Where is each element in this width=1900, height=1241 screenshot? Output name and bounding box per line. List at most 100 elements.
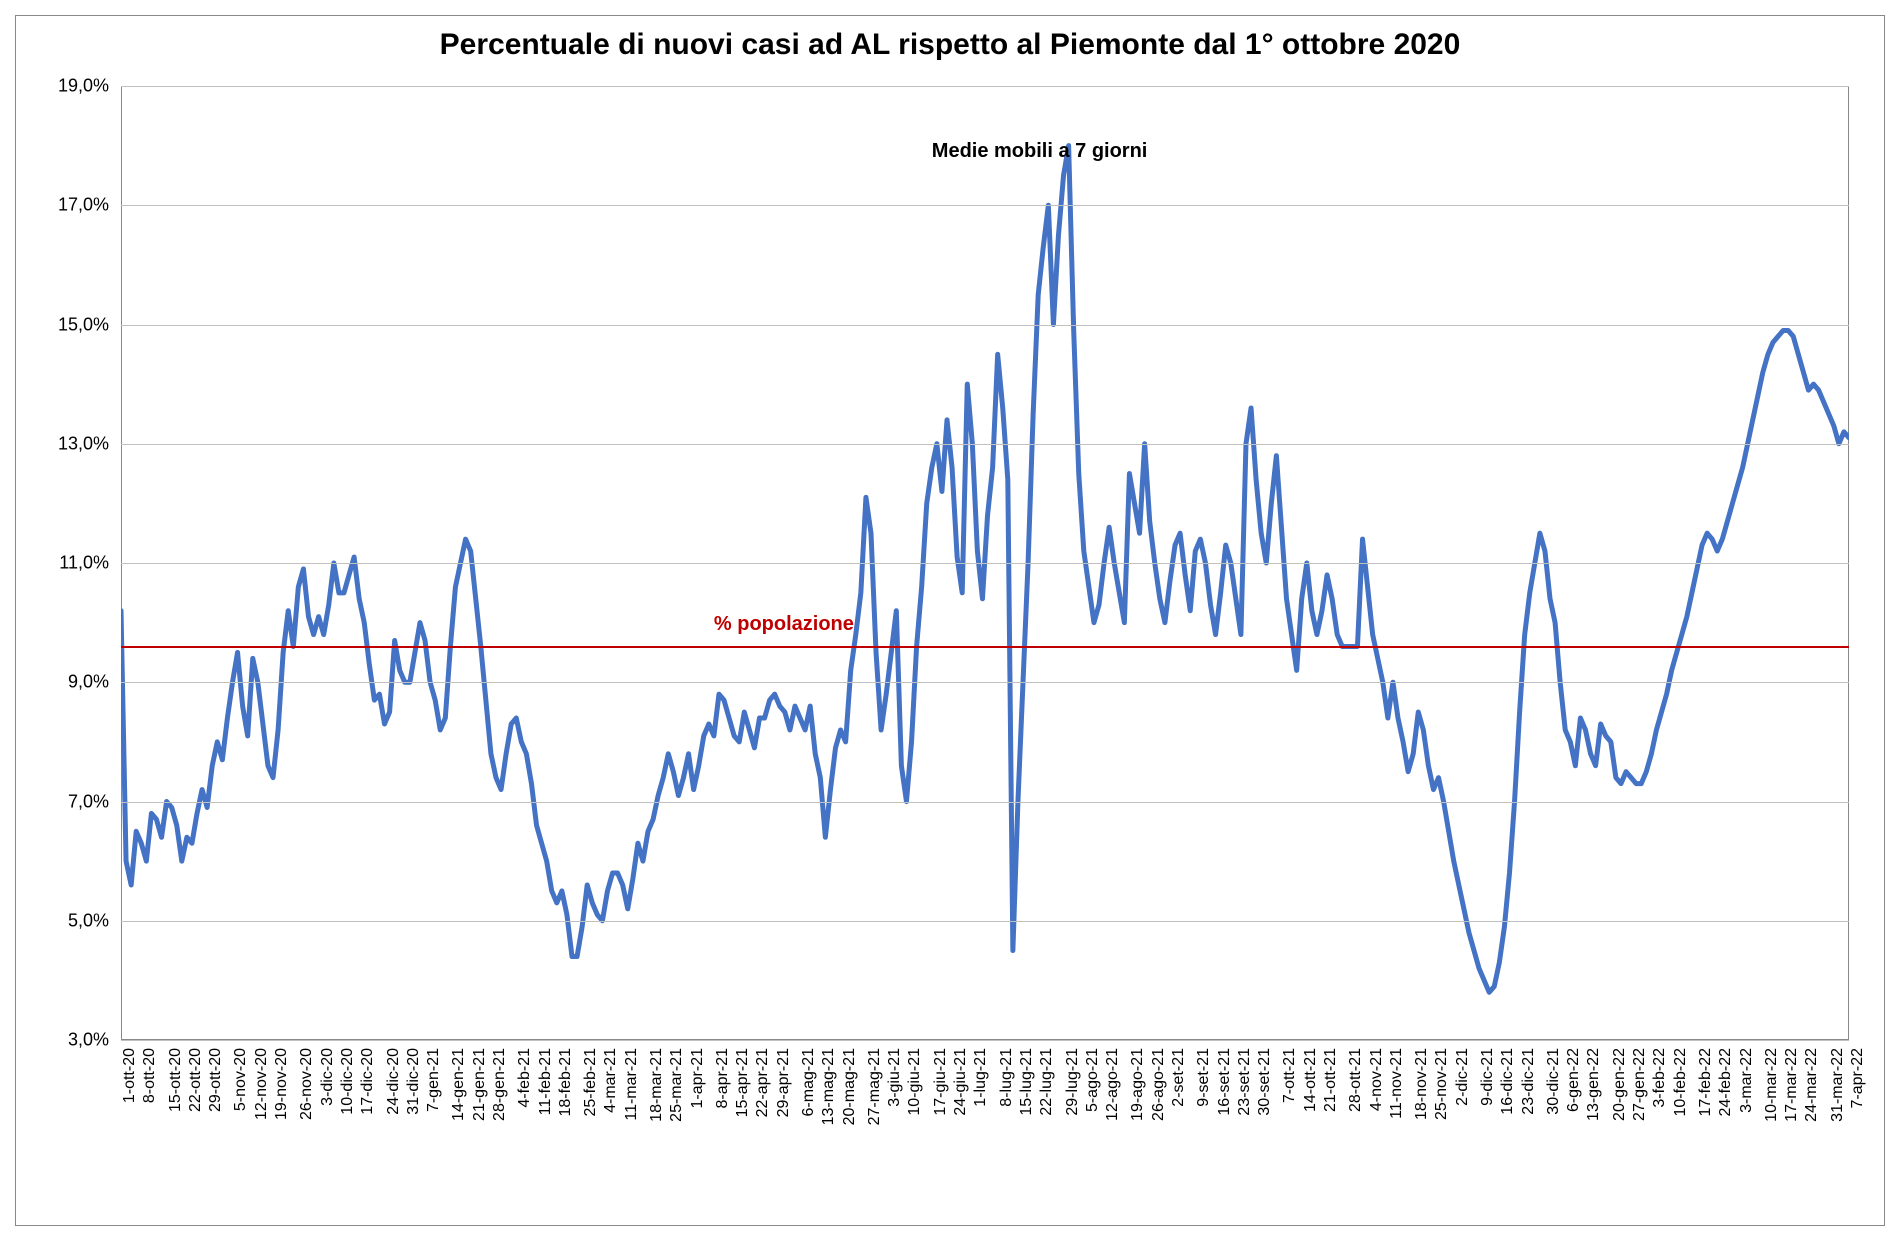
x-tick-label: 15-apr-21 [734,1048,752,1117]
x-tick-label: 3-mar-22 [1738,1048,1756,1113]
x-tick-label: 17-mar-22 [1783,1048,1801,1122]
x-tick-label: 15-ott-20 [167,1048,185,1112]
x-tick-label: 18-nov-21 [1413,1048,1431,1120]
x-tick-label: 4-mar-21 [602,1048,620,1113]
x-tick-label: 3-dic-20 [319,1048,337,1106]
x-tick-label: 24-giu-21 [952,1048,970,1116]
grid-line [121,802,1849,803]
series-line [121,146,1849,993]
grid-line [121,86,1849,87]
x-tick-label: 7-ott-21 [1281,1048,1299,1103]
x-tick-label: 17-dic-20 [359,1048,377,1115]
x-tick-label: 8-ott-20 [141,1048,159,1103]
x-tick-label: 17-giu-21 [932,1048,950,1116]
grid-line [121,921,1849,922]
chart-title: Percentuale di nuovi casi ad AL rispetto… [16,16,1884,70]
x-tick-label: 8-apr-21 [714,1048,732,1108]
x-tick-label: 24-feb-22 [1717,1048,1735,1117]
x-tick-label: 29-ott-20 [207,1048,225,1112]
x-tick-label: 22-apr-21 [754,1048,772,1117]
x-tick-label: 6-gen-22 [1565,1048,1583,1112]
x-tick-label: 10-mar-22 [1763,1048,1781,1122]
x-tick-label: 27-mag-21 [866,1048,884,1125]
x-tick-label: 5-nov-20 [232,1048,250,1111]
x-tick-label: 4-feb-21 [516,1048,534,1108]
x-tick-label: 9-set-21 [1195,1048,1213,1107]
x-tick-label: 28-ott-21 [1347,1048,1365,1112]
y-tick-label: 11,0% [59,553,109,574]
grid-line [121,563,1849,564]
x-tick-label: 27-gen-22 [1631,1048,1649,1121]
grid-line [121,325,1849,326]
x-tick-label: 26-nov-20 [298,1048,316,1120]
x-tick-label: 25-nov-21 [1433,1048,1451,1120]
x-tick-label: 17-feb-22 [1697,1048,1715,1117]
x-tick-label: 23-dic-21 [1520,1048,1538,1115]
x-tick-label: 10-giu-21 [906,1048,924,1116]
x-tick-label: 24-dic-20 [385,1048,403,1115]
x-tick-label: 25-mar-21 [668,1048,686,1122]
x-tick-label: 28-gen-21 [491,1048,509,1121]
x-tick-label: 14-ott-21 [1302,1048,1320,1112]
x-tick-label: 12-ago-21 [1104,1048,1122,1121]
x-tick-label: 22-ott-20 [187,1048,205,1112]
x-tick-label: 18-mar-21 [648,1048,666,1122]
y-tick-label: 15,0% [58,314,109,335]
x-tick-label: 14-gen-21 [450,1048,468,1121]
x-tick-label: 11-nov-21 [1388,1048,1406,1119]
x-tick-label: 30-dic-21 [1545,1048,1563,1115]
reference-line [121,646,1849,648]
x-tick-label: 18-feb-21 [557,1048,575,1117]
chart-container: Percentuale di nuovi casi ad AL rispetto… [15,15,1885,1226]
x-tick-label: 1-lug-21 [972,1048,990,1107]
y-tick-label: 7,0% [68,791,109,812]
x-tick-label: 19-ago-21 [1129,1048,1147,1121]
x-tick-label: 31-mar-22 [1829,1048,1847,1122]
grid-line [121,205,1849,206]
plot-area: % popolazione Medie mobili a 7 giorni 3,… [121,86,1849,1040]
x-tick-label: 23-set-21 [1236,1048,1254,1116]
x-tick-label: 4-nov-21 [1368,1048,1386,1111]
reference-line-label: % popolazione [714,613,854,636]
series-annotation: Medie mobili a 7 giorni [932,140,1148,163]
x-tick-label: 5-ago-21 [1084,1048,1102,1112]
x-tick-label: 21-gen-21 [471,1048,489,1121]
x-tick-label: 16-set-21 [1216,1048,1234,1116]
x-tick-label: 16-dic-21 [1499,1048,1517,1115]
x-tick-label: 10-feb-22 [1672,1048,1690,1117]
x-tick-label: 26-ago-21 [1150,1048,1168,1121]
x-tick-label: 11-feb-21 [537,1048,555,1115]
x-tick-label: 29-apr-21 [775,1048,793,1117]
x-tick-label: 31-dic-20 [405,1048,423,1115]
x-tick-label: 2-set-21 [1170,1048,1188,1107]
x-tick-label: 10-dic-20 [339,1048,357,1115]
y-tick-label: 9,0% [68,672,109,693]
x-tick-label: 19-nov-20 [273,1048,291,1120]
x-tick-label: 11-mar-21 [623,1048,641,1121]
y-tick-label: 17,0% [58,195,109,216]
y-tick-label: 13,0% [58,433,109,454]
x-tick-label: 24-mar-22 [1803,1048,1821,1122]
x-tick-label: 3-giu-21 [886,1048,904,1107]
x-tick-label: 30-set-21 [1256,1048,1274,1116]
y-tick-label: 5,0% [68,910,109,931]
x-tick-label: 7-gen-21 [425,1048,443,1112]
x-tick-label: 1-ott-20 [121,1048,139,1103]
x-tick-label: 20-gen-22 [1611,1048,1629,1121]
y-tick-label: 19,0% [58,76,109,97]
grid-line [121,682,1849,683]
x-tick-label: 3-feb-22 [1651,1048,1669,1108]
grid-line [121,444,1849,445]
x-tick-label: 12-nov-20 [253,1048,271,1120]
x-tick-label: 13-mag-21 [820,1048,838,1125]
x-tick-label: 20-mag-21 [841,1048,859,1125]
x-tick-label: 22-lug-21 [1038,1048,1056,1116]
y-tick-label: 3,0% [68,1030,109,1051]
x-tick-label: 6-mag-21 [800,1048,818,1116]
x-tick-label: 1-apr-21 [689,1048,707,1108]
x-tick-label: 2-dic-21 [1454,1048,1472,1106]
x-tick-label: 13-gen-22 [1585,1048,1603,1121]
grid-line [121,1040,1849,1041]
x-tick-label: 9-dic-21 [1479,1048,1497,1106]
x-tick-label: 7-apr-22 [1849,1048,1867,1108]
